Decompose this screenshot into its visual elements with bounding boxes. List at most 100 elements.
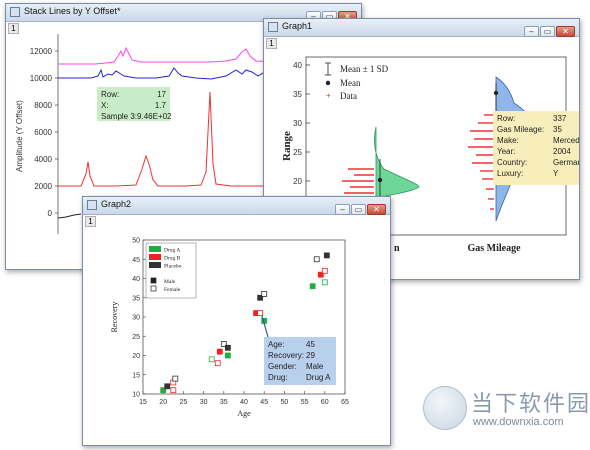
graph1-legend: Mean ± 1 SD Mean + Data bbox=[325, 62, 389, 101]
legend-label: Drug B bbox=[164, 256, 181, 262]
x-tick-label: 20 bbox=[159, 399, 167, 406]
watermark-url-text: www.downxia.com bbox=[473, 416, 564, 428]
stack-window-title: Stack Lines by Y Offset* bbox=[24, 6, 121, 16]
graph2-axes: 15 20 25 30 35 40 45 50 55 60 65101520253035404550… bbox=[110, 238, 349, 419]
close-button[interactable]: ✕ bbox=[367, 204, 386, 215]
graph1-tick-label: 30 bbox=[293, 119, 302, 128]
legend-label: Male bbox=[164, 279, 176, 285]
layer-tab[interactable]: 1 bbox=[85, 216, 96, 227]
tooltip-pointer bbox=[261, 315, 269, 338]
graph1-tick-label: 20 bbox=[293, 177, 302, 186]
stack-tick-label: 10000 bbox=[30, 74, 53, 83]
y-tick-label: 30 bbox=[132, 315, 140, 322]
minimize-button[interactable]: – bbox=[524, 26, 539, 37]
stack-tick-label: 2000 bbox=[34, 182, 52, 191]
scatter-point bbox=[309, 283, 316, 290]
scatter-point bbox=[216, 348, 223, 355]
graph1-tick-label: 40 bbox=[293, 61, 302, 70]
graph-window-icon bbox=[87, 200, 97, 210]
svg-text:Mean: Mean bbox=[340, 78, 361, 88]
graph1-window-titlebar[interactable]: Graph1 – ▭ ✕ bbox=[264, 19, 579, 37]
scatter-point bbox=[172, 375, 179, 382]
minimize-button[interactable]: – bbox=[335, 204, 350, 215]
legend-marker bbox=[150, 277, 157, 284]
scatter-point bbox=[321, 279, 328, 286]
scatter-point bbox=[257, 294, 264, 301]
legend-label: Placebo bbox=[164, 264, 182, 270]
scatter-point bbox=[321, 267, 328, 274]
y-axis-label: Recovery bbox=[110, 302, 119, 333]
graph1-tooltip: Row:337 Gas Mileage:35 Make:Mercedes Yea… bbox=[493, 111, 579, 185]
right-mean-dot bbox=[493, 90, 499, 96]
restore-button[interactable]: ▭ bbox=[540, 26, 555, 37]
legend-swatch bbox=[149, 254, 161, 260]
stack-ylabel: Amplitude (Y Offset) bbox=[15, 100, 24, 172]
scatter-point bbox=[257, 310, 264, 317]
svg-text:Data: Data bbox=[340, 91, 357, 101]
layer-tab[interactable]: 1 bbox=[266, 38, 277, 49]
y-tick-label: 20 bbox=[132, 353, 140, 360]
x-tick-label: 35 bbox=[220, 399, 228, 406]
y-tick-label: 15 bbox=[132, 372, 140, 379]
graph1-ylabel: Range bbox=[281, 131, 293, 161]
stack-window-titlebar[interactable]: Stack Lines by Y Offset* – ▭ ✕ bbox=[6, 4, 361, 22]
scatter-point bbox=[317, 271, 324, 278]
y-tick-label: 10 bbox=[132, 392, 140, 399]
svg-text:Mean ± 1 SD: Mean ± 1 SD bbox=[340, 64, 389, 74]
watermark-main-text: 当下软件园 bbox=[471, 392, 590, 417]
graph2-points bbox=[160, 252, 330, 394]
restore-button[interactable]: ▭ bbox=[351, 204, 366, 215]
x-tick-label: 25 bbox=[180, 399, 188, 406]
x-tick-label: 65 bbox=[341, 399, 349, 406]
graph1-xlabel: Gas Mileage bbox=[467, 243, 521, 254]
graph1-tick-label: 35 bbox=[293, 90, 302, 99]
stack-tick-label: 4000 bbox=[34, 155, 52, 164]
graph2-window-titlebar[interactable]: Graph2 – ▭ ✕ bbox=[83, 197, 390, 215]
svg-text:+: + bbox=[326, 91, 331, 100]
right-data-bars bbox=[468, 114, 494, 210]
stack-tick-label: 6000 bbox=[34, 128, 52, 137]
graph1-xlabel-fragment: n bbox=[394, 243, 400, 254]
series-black-line bbox=[57, 213, 82, 219]
stack-tick-label: 0 bbox=[48, 209, 53, 218]
x-tick-label: 30 bbox=[200, 399, 208, 406]
scatter-point bbox=[323, 252, 330, 259]
graph-window-icon bbox=[10, 7, 20, 17]
x-tick-label: 15 bbox=[139, 399, 147, 406]
scatter-point bbox=[170, 387, 177, 394]
scatter-point bbox=[208, 356, 215, 363]
graph2-window[interactable]: Graph2 – ▭ ✕ 1 15 20 25 30 35 40 45 50 55 60 65 10 15 2… bbox=[82, 196, 391, 446]
y-tick-label: 25 bbox=[132, 334, 140, 341]
x-tick-label: 45 bbox=[260, 399, 268, 406]
x-tick-label: 55 bbox=[301, 399, 309, 406]
series-red-line bbox=[58, 91, 361, 187]
scatter-point bbox=[164, 383, 171, 390]
graph2-legend: Drug A Drug B Placebo Male Female bbox=[145, 242, 197, 299]
legend-marker bbox=[150, 285, 157, 292]
stack-tick-label: 12000 bbox=[30, 47, 53, 56]
y-tick-label: 50 bbox=[132, 238, 140, 245]
y-tick-label: 45 bbox=[132, 257, 140, 264]
x-tick-label: 40 bbox=[240, 399, 248, 406]
graph2-scatter-chart: 15 20 25 30 35 40 45 50 55 60 65101520253035404550… bbox=[110, 238, 349, 419]
scatter-point bbox=[313, 256, 320, 263]
graph2-window-title: Graph2 bbox=[101, 199, 132, 209]
scatter-point bbox=[220, 341, 227, 347]
scatter-point bbox=[224, 344, 231, 351]
watermark: 当下软件园 www.downxia.com bbox=[423, 382, 590, 448]
graph1-tick-label: 25 bbox=[293, 148, 302, 157]
scatter-point bbox=[160, 387, 167, 394]
graph1-window-title: Graph1 bbox=[282, 21, 313, 31]
close-button[interactable]: ✕ bbox=[556, 26, 575, 37]
y-tick-label: 40 bbox=[132, 276, 140, 283]
scatter-point bbox=[214, 360, 221, 367]
stack-tick-label: 8000 bbox=[34, 101, 52, 110]
stack-y-ticks: 12000 10000 8000 6000 4000 2000 0 bbox=[30, 47, 58, 218]
scatter-point bbox=[261, 291, 268, 297]
graph1-y-ticks: 403530252015 bbox=[293, 61, 310, 215]
x-tick-label: 60 bbox=[321, 399, 329, 406]
layer-tab[interactable]: 1 bbox=[8, 23, 19, 34]
graph2-tooltip: Age: 45 Recovery: 29 Gender: Male Drug: Drug… bbox=[264, 337, 336, 385]
stack-tooltip: Row: 17 X: 1.7 Sample 3: 9.46E+02 bbox=[97, 87, 172, 121]
scatter-point bbox=[224, 352, 231, 359]
